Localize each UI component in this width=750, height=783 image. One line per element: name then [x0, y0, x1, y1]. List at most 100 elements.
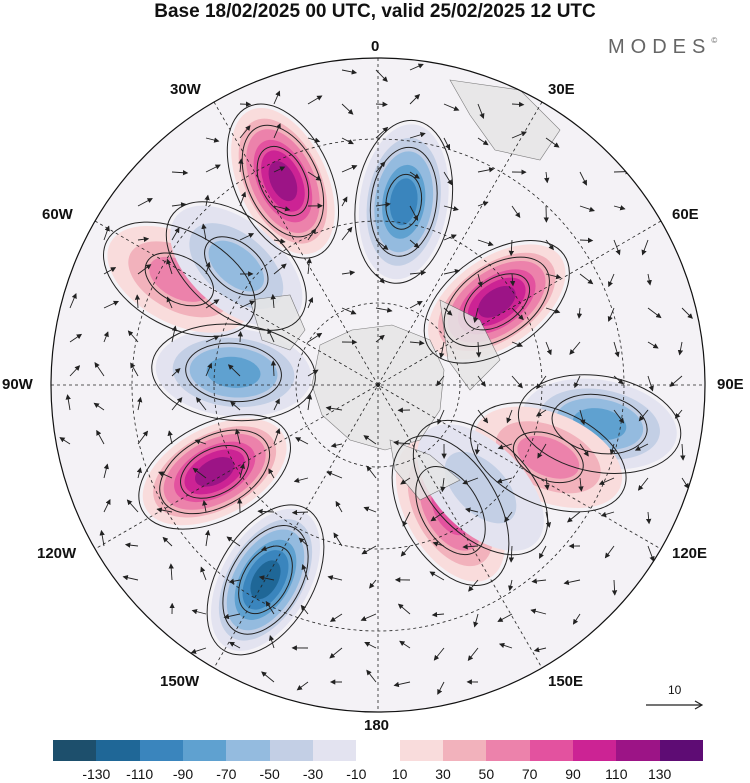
wind-arrow [430, 511, 445, 522]
wind-arrow [647, 545, 655, 562]
wind-arrow [537, 443, 547, 459]
wind-arrow [637, 477, 649, 491]
wind-arrow [171, 227, 180, 241]
siberia-coast [439, 299, 501, 391]
arctic-ice-region [311, 324, 445, 451]
wind-arrow [477, 167, 495, 173]
colorbar-swatch [226, 740, 270, 761]
wind-arrow [341, 69, 358, 75]
wind-arrow [409, 171, 420, 179]
wind-arrow [137, 236, 150, 242]
wind-arrow [307, 296, 314, 309]
wind-arrow [273, 205, 291, 212]
wind-arrow [296, 681, 309, 691]
colorbar-tick-label: -130 [82, 766, 111, 782]
wind-arrow [201, 223, 207, 241]
modes-logo: MODES© [608, 36, 717, 59]
wind-arrow [443, 205, 459, 212]
wind-arrow [609, 443, 615, 455]
wind-arrow [598, 477, 615, 485]
meridian-60w-120e [94, 220, 662, 550]
reference-vector-label: 10 [668, 683, 682, 697]
wind-arrow [646, 273, 652, 286]
wind-arrow [307, 332, 323, 343]
wind-arrow [273, 238, 286, 244]
wind-arrow [462, 477, 479, 485]
colorbar-tick-label: -90 [172, 766, 194, 782]
wind-arrow [545, 137, 560, 148]
colorbar-swatch [269, 740, 313, 761]
wind-arrow [439, 341, 445, 359]
wind-arrow [475, 341, 482, 358]
colorbar-swatch [572, 740, 617, 761]
wind-arrow [506, 409, 513, 424]
wind-arrow [126, 499, 139, 513]
colorbar-tick-label: -50 [259, 766, 280, 782]
wind-arrow [205, 137, 220, 143]
wind-arrow [273, 428, 281, 445]
wind-arrow [477, 375, 486, 387]
wind-arrow [205, 261, 211, 275]
wind-arrow [268, 635, 275, 649]
wind-arrow [578, 477, 584, 492]
wind-arrow [124, 542, 139, 548]
wind-arrow [257, 508, 275, 515]
label-lon-30e: 30E [548, 81, 575, 98]
colorbar-swatch [659, 740, 703, 761]
wind-arrow [467, 647, 479, 662]
wind-arrow [99, 529, 105, 547]
wind-arrow [409, 340, 425, 346]
wind-arrow [360, 613, 377, 621]
wind-arrow [307, 369, 319, 377]
contour-group [423, 240, 570, 364]
wind-arrow [634, 443, 649, 451]
colorbar-swatch [182, 740, 227, 761]
wind-arrow [574, 375, 581, 389]
wind-arrow [645, 511, 652, 525]
colorbar-swatch [356, 740, 400, 761]
wind-arrow [511, 375, 523, 389]
wind-arrow [468, 579, 479, 592]
wind-arrow [613, 168, 631, 175]
wind-arrow [273, 263, 287, 275]
wind-arrow [261, 671, 275, 683]
wind-arrow [409, 63, 424, 71]
wind-arrow [613, 239, 621, 256]
wind-arrow [400, 477, 411, 485]
wind-arrow [366, 669, 377, 683]
wind-arrow [239, 233, 255, 241]
wind-arrow [205, 335, 220, 343]
wind-arrow [399, 640, 411, 649]
wind-arrow [579, 409, 586, 426]
wind-arrow [364, 641, 377, 649]
wind-arrow [234, 428, 241, 445]
wind-arrow [409, 93, 421, 105]
wind-arrow [69, 333, 83, 343]
wind-arrow [171, 325, 178, 343]
wind-arrow [204, 194, 210, 207]
wind-arrow [237, 331, 244, 343]
wind-arrow [375, 273, 385, 284]
wind-arrow [205, 362, 213, 377]
wind-arrow [409, 205, 419, 221]
wind-arrow [341, 196, 348, 207]
wind-arrow [477, 201, 489, 207]
wind-arrow [130, 362, 139, 377]
colorbar-tick-label: 10 [391, 766, 408, 782]
label-lon-30w: 30W [170, 81, 201, 98]
wind-arrow [171, 397, 183, 411]
label-lon-150e: 150E [548, 673, 584, 690]
wind-arrow [194, 439, 207, 445]
wind-arrow [473, 613, 479, 628]
wind-arrow [607, 307, 615, 322]
wind-arrow [300, 604, 309, 615]
wind-arrow [375, 307, 393, 313]
wind-arrow [641, 239, 649, 256]
wind-arrow [579, 171, 587, 186]
wind-arrow [539, 545, 547, 559]
anomaly-center [142, 418, 287, 526]
wind-arrow [330, 442, 343, 448]
contour-group [354, 119, 454, 284]
wind-arrow [202, 500, 208, 513]
wind-arrow [443, 137, 451, 150]
